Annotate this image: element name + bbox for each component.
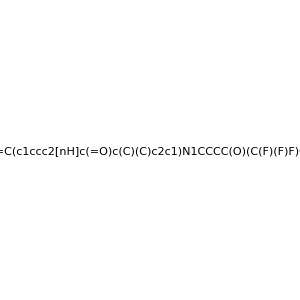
Text: O=C(c1ccc2[nH]c(=O)c(C)(C)c2c1)N1CCCC(O)(C(F)(F)F)CC1: O=C(c1ccc2[nH]c(=O)c(C)(C)c2c1)N1CCCC(O)… xyxy=(0,146,300,157)
